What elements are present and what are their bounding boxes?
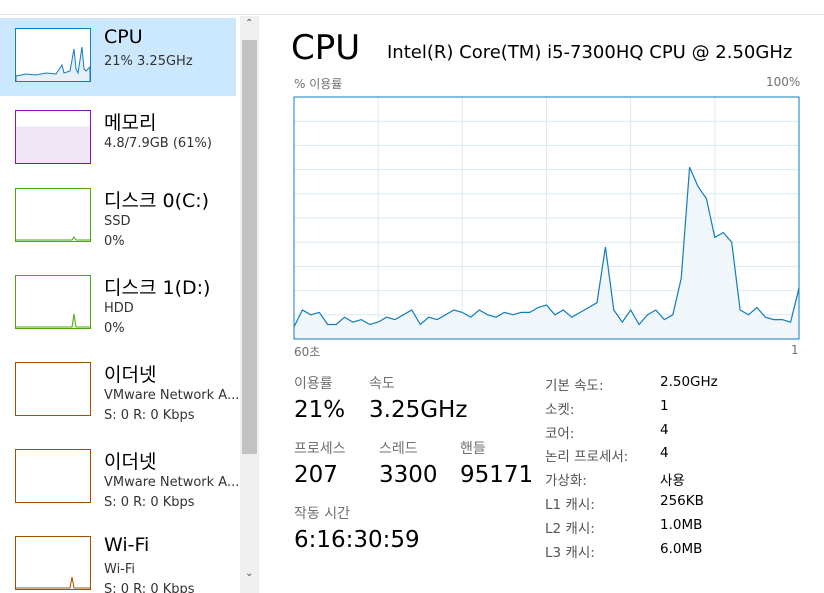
sidebar-item[interactable]: 이더넷 VMware Network A... S: 0 R: 0 Kbps	[0, 439, 239, 517]
stat-value: 21%	[294, 397, 346, 423]
detail-value: 256KB	[660, 493, 704, 509]
item-title: 이더넷	[104, 364, 157, 386]
scrollbar[interactable]: ⌃ ⌄	[240, 16, 259, 593]
item-title: 메모리	[104, 112, 157, 134]
stat-value: 3300	[379, 462, 438, 488]
item-title: Wi-Fi	[104, 534, 150, 556]
thumbnail	[15, 28, 91, 82]
item-detail: 4.8/7.9GB (61%)	[104, 136, 212, 151]
thumbnail	[15, 110, 91, 164]
detail-label: 논리 프로세서:	[545, 449, 629, 466]
item-title: 디스크 1(D:)	[104, 277, 211, 299]
item-detail: VMware Network A...	[104, 388, 240, 403]
thumbnail	[15, 536, 91, 590]
item-detail: Wi-Fi	[104, 562, 136, 577]
sidebar-item[interactable]: 디스크 1(D:) HDD 0%	[0, 265, 236, 343]
thumbnail	[15, 449, 91, 503]
detail-value: 1	[660, 397, 669, 414]
detail-label: 기본 속도:	[545, 378, 604, 394]
item-detail: S: 0 R: 0 Kbps	[104, 408, 195, 423]
y-label: % 이용률	[294, 77, 343, 91]
stat-value: 6:16:30:59	[294, 527, 420, 553]
item-detail: 0%	[104, 234, 125, 249]
stat-value: 207	[294, 462, 338, 488]
sidebar-item[interactable]: CPU 21% 3.25GHz	[0, 18, 236, 96]
detail-label: L2 캐시:	[545, 520, 595, 537]
sidebar: CPU 21% 3.25GHz 메모리 4.8/7.9GB (61%) 디스크 0(C:…	[0, 0, 240, 593]
stat-label: 속도	[369, 376, 395, 392]
item-title: CPU	[104, 26, 143, 48]
stat-label: 핸들	[460, 441, 486, 457]
thumbnail	[15, 362, 91, 416]
tab-strip	[0, 0, 824, 15]
detail-label: L3 캐시:	[545, 544, 595, 561]
cpu-area	[294, 167, 799, 339]
scroll-thumb[interactable]	[242, 40, 257, 454]
cpu-line	[293, 166, 800, 328]
item-detail: SSD	[104, 214, 131, 229]
y-max-label: 100%	[766, 75, 801, 89]
stat-label: 작동 시간	[294, 506, 350, 522]
item-title: 디스크 0(C:)	[104, 190, 210, 212]
detail-value: 4	[660, 421, 669, 438]
stat-label: 이용률	[294, 376, 333, 392]
sidebar-item[interactable]: 디스크 0(C:) SSD 0%	[0, 178, 236, 256]
detail-label: L1 캐시:	[545, 497, 595, 513]
detail-label: 코어:	[545, 425, 575, 442]
x-start-label: 60초	[294, 345, 321, 359]
stat-label: 스레드	[379, 441, 418, 457]
thumbnail	[15, 275, 91, 329]
sidebar-item[interactable]: 이더넷 VMware Network A... S: 0 R: 0 Kbps	[0, 352, 239, 430]
item-detail: S: 0 R: 0 Kbps	[104, 582, 195, 593]
item-detail: HDD	[104, 301, 134, 316]
x-end-label: 1	[791, 343, 799, 357]
stat-label: 프로세스	[294, 441, 346, 457]
item-title: 이더넷	[104, 451, 157, 473]
graph-border	[293, 96, 800, 340]
detail-value: 1.0MB	[660, 516, 703, 533]
stat-value: 95171	[460, 462, 534, 488]
item-detail: 0%	[104, 321, 125, 336]
detail-value: 사용	[660, 473, 685, 490]
detail-value: 6.0MB	[660, 540, 703, 557]
sidebar-item[interactable]: Wi-Fi Wi-Fi S: 0 R: 0 Kbps	[0, 526, 236, 593]
stat-value: 3.25GHz	[369, 397, 468, 423]
cpu-model: Intel(R) Core(TM) i5-7300HQ CPU @ 2.50GH…	[387, 42, 793, 63]
cpu-graph	[293, 96, 800, 340]
page-title: CPU	[291, 28, 361, 68]
item-detail: S: 0 R: 0 Kbps	[104, 495, 195, 510]
detail-label: 가상화:	[545, 473, 587, 490]
detail-label: 소켓:	[545, 401, 575, 418]
item-detail: VMware Network A...	[104, 475, 240, 490]
detail-value: 4	[660, 445, 669, 462]
sidebar-item[interactable]: 메모리 4.8/7.9GB (61%)	[0, 100, 236, 178]
detail-value: 2.50GHz	[660, 374, 718, 390]
thumbnail	[15, 188, 91, 242]
item-detail: 21% 3.25GHz	[104, 54, 193, 69]
